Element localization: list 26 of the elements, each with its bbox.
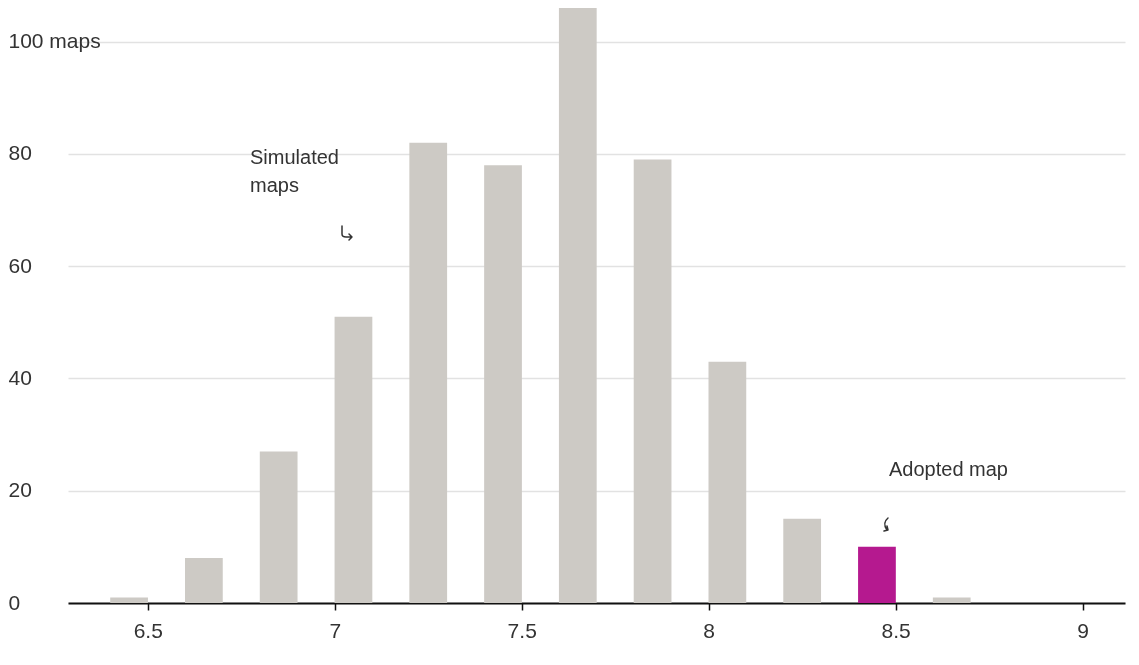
bar (708, 361, 747, 603)
bar (932, 597, 971, 603)
bar (783, 518, 822, 603)
bar (409, 142, 448, 603)
annotation: Simulated maps (250, 146, 339, 196)
y-tick-label: 80 (8, 141, 32, 165)
bar (558, 8, 597, 603)
bar (259, 451, 298, 603)
bar (334, 316, 373, 603)
x-tick-label: 9 (1077, 618, 1089, 642)
bar (185, 558, 223, 603)
y-tick-label: 20 (8, 478, 32, 502)
bar (110, 597, 148, 603)
bar (858, 546, 896, 603)
y-tick-label: 0 (8, 590, 21, 614)
x-tick-label: 8 (703, 618, 716, 642)
x-tick-label: 6.5 (133, 618, 163, 642)
annotation: Adopted map (889, 458, 1008, 480)
x-tick-label: 7 (329, 618, 342, 642)
x-tick-label: 8.5 (881, 618, 911, 642)
y-tick-label: 40 (8, 365, 32, 389)
y-tick-label: 60 (8, 253, 32, 277)
bar (633, 159, 672, 603)
y-tick-label: 100 maps (8, 29, 101, 53)
bar (484, 165, 522, 603)
x-tick-label: 7.5 (507, 618, 537, 642)
